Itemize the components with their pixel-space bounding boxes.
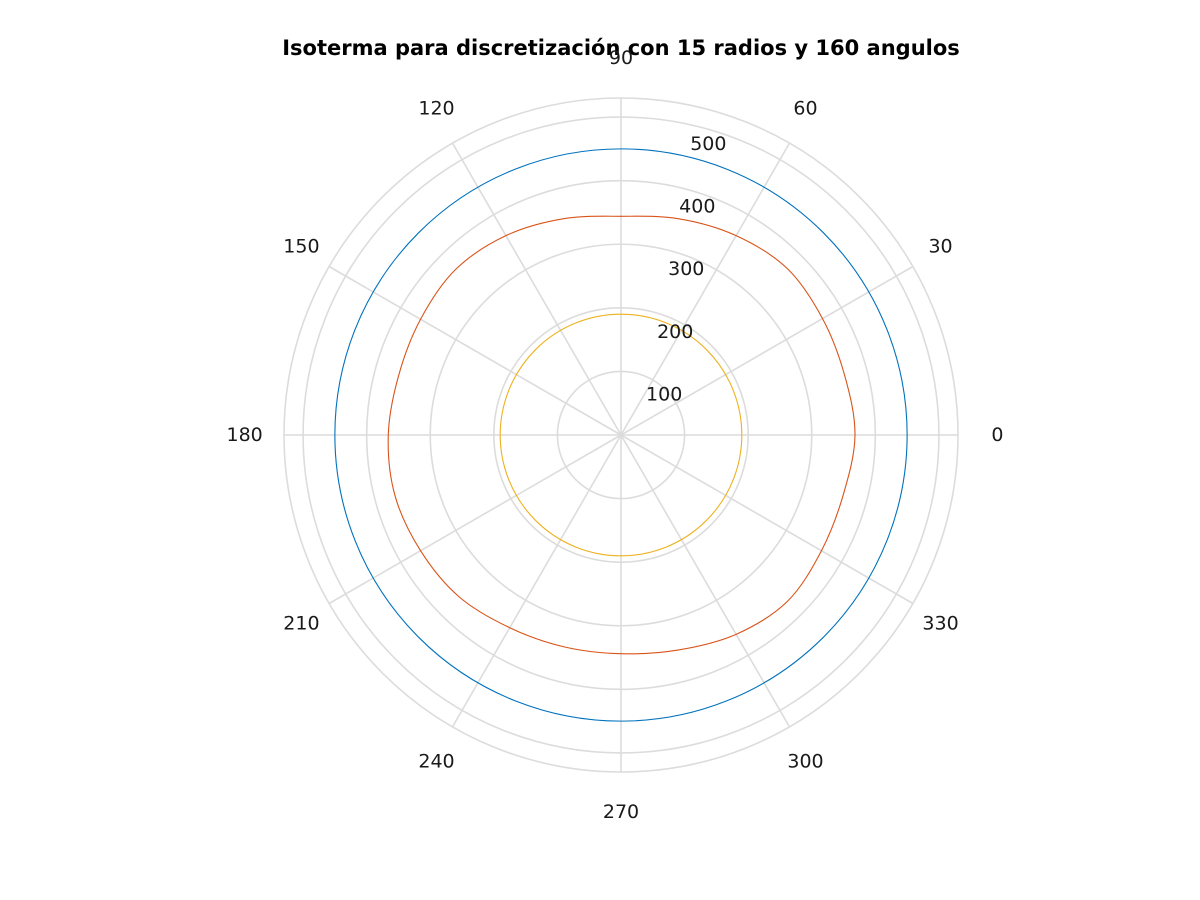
theta-tick-label: 120 (418, 98, 454, 120)
series-line-1 (387, 215, 856, 655)
r-tick-label: 200 (657, 321, 693, 343)
theta-grid-spoke (620, 265, 914, 436)
series-line-2 (499, 313, 743, 557)
theta-grid-spoke (451, 434, 622, 728)
theta-grid-spoke (451, 142, 622, 436)
theta-tick-label: 60 (793, 98, 817, 120)
chart-title: Isoterma para discretización con 15 radi… (282, 36, 960, 60)
theta-grid-spoke (620, 142, 791, 436)
theta-tick-label: 30 (928, 236, 952, 258)
theta-tick-label: 150 (283, 236, 319, 258)
series-layer (334, 148, 908, 722)
r-tick-label: 300 (668, 258, 704, 280)
theta-tick-label: 240 (418, 750, 454, 772)
theta-grid-spoke (620, 434, 791, 728)
theta-tick-label: 210 (283, 613, 319, 635)
theta-tick-label: 180 (226, 424, 262, 446)
series-line-0 (334, 148, 908, 722)
theta-grid-spoke (328, 434, 622, 605)
r-tick-label: 500 (690, 133, 726, 155)
theta-tick-label: 270 (603, 801, 639, 823)
tick-labels: 0 30 60 90 120 150 180 210 240 270 300 330 100 200 300… (226, 47, 1003, 823)
theta-tick-label: 330 (922, 613, 958, 635)
r-tick-label: 100 (646, 383, 682, 405)
theta-grid-spoke (620, 434, 914, 605)
theta-tick-label: 0 (991, 424, 1003, 446)
polar-grid (283, 97, 959, 773)
theta-grid-spoke (328, 265, 622, 436)
r-tick-label: 400 (679, 196, 715, 218)
theta-tick-label: 300 (787, 750, 823, 772)
theta-tick-label: 90 (609, 47, 633, 69)
